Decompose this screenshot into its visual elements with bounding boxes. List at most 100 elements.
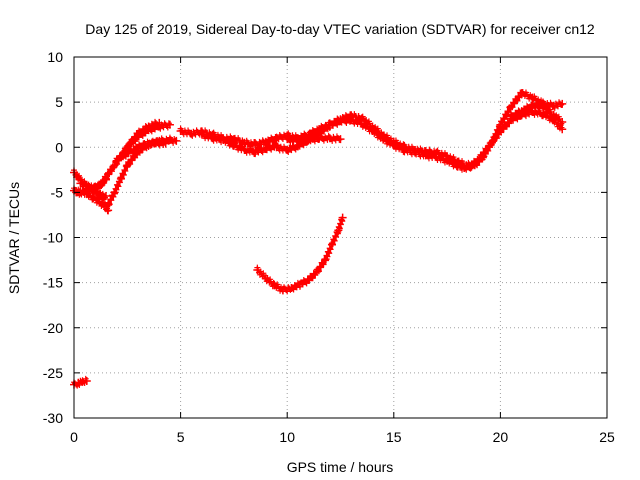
data-point: [197, 130, 206, 139]
data-point: [110, 161, 119, 170]
x-tick-label: 10: [279, 429, 295, 445]
data-point: [82, 376, 91, 385]
data-point: [287, 284, 296, 293]
data-point: [507, 102, 516, 111]
data-point: [140, 140, 149, 149]
data-point: [119, 152, 128, 161]
data-point: [101, 175, 110, 184]
series-track-14: [253, 213, 347, 294]
data-point: [133, 129, 142, 138]
data-point: [517, 89, 526, 98]
data-point: [379, 135, 388, 144]
y-tick-label: -10: [43, 230, 63, 246]
data-point: [549, 110, 558, 119]
y-tick-label: -30: [43, 410, 63, 426]
series-track-8: [119, 138, 170, 161]
data-point: [240, 138, 249, 147]
data-point: [389, 141, 398, 150]
data-point: [325, 121, 334, 130]
data-point: [475, 154, 484, 163]
data-point: [82, 181, 91, 190]
data-point: [313, 267, 322, 276]
data-point: [507, 112, 516, 121]
data-point: [315, 134, 324, 143]
data-point-cloud: [71, 88, 565, 389]
data-point: [129, 145, 138, 154]
data-point: [528, 101, 537, 110]
data-point: [172, 136, 181, 145]
data-point: [251, 140, 260, 149]
data-point: [293, 136, 302, 145]
chart-title: Day 125 of 2019, Sidereal Day-to-day VTE…: [85, 21, 595, 37]
grid: [74, 57, 607, 418]
data-point: [347, 116, 356, 125]
data-point: [460, 164, 469, 173]
data-point: [496, 127, 505, 136]
data-point: [91, 183, 100, 192]
data-point: [539, 109, 548, 118]
data-point: [283, 135, 292, 144]
data-point: [155, 118, 164, 127]
data-point: [466, 162, 475, 171]
data-point: [453, 162, 462, 171]
series-track-4: [76, 179, 108, 202]
data-point: [443, 156, 452, 165]
data-point: [334, 226, 343, 235]
data-point: [558, 117, 567, 126]
data-point: [125, 140, 134, 149]
data-point: [421, 151, 430, 160]
data-point: [411, 148, 420, 157]
y-tick-label: 5: [55, 94, 63, 110]
data-point: [74, 378, 83, 387]
data-point: [261, 137, 270, 146]
data-point: [208, 134, 217, 143]
data-point: [229, 141, 238, 150]
y-tick-label: -5: [51, 184, 64, 200]
x-tick-label: 20: [493, 429, 509, 445]
data-point: [479, 152, 488, 161]
data-point: [97, 179, 106, 188]
data-point: [357, 119, 366, 128]
data-point: [327, 240, 336, 249]
data-point: [253, 265, 262, 274]
y-tick-label: -20: [43, 320, 63, 336]
data-point: [219, 136, 228, 145]
x-tick-label: 5: [177, 429, 185, 445]
data-point: [165, 120, 174, 129]
data-point: [78, 377, 87, 386]
data-point: [104, 170, 113, 179]
data-point: [272, 134, 281, 143]
data-point: [338, 213, 347, 222]
data-point: [558, 125, 567, 134]
y-tick-label: 10: [47, 49, 63, 65]
data-point: [517, 107, 526, 116]
y-tick-labels: -30 -25 -20 -15 -10 -5 0 5 10: [43, 49, 63, 426]
series-track-6: [104, 136, 181, 210]
data-point: [165, 136, 174, 145]
data-point: [116, 174, 125, 183]
y-tick-label: -25: [43, 365, 63, 381]
data-point: [95, 198, 104, 207]
data-point: [151, 138, 160, 147]
data-point: [336, 135, 345, 144]
series-track-10: [197, 130, 281, 156]
data-point: [261, 274, 270, 283]
data-point: [99, 193, 108, 202]
data-point: [432, 153, 441, 162]
data-point: [133, 147, 142, 156]
data-point: [270, 281, 279, 290]
x-tick-labels: 0 5 10 15 20 25: [70, 429, 615, 445]
data-point: [240, 145, 249, 154]
y-tick-label: 0: [55, 139, 63, 155]
data-point: [304, 136, 313, 145]
series-track-13: [507, 101, 567, 126]
data-point: [400, 145, 409, 154]
data-point: [104, 201, 113, 210]
data-point: [110, 188, 119, 197]
data-point: [155, 136, 164, 145]
x-tick-label: 25: [599, 429, 615, 445]
data-point: [325, 134, 334, 143]
x-axis-title: GPS time / hours: [287, 459, 394, 475]
data-point: [485, 141, 494, 150]
